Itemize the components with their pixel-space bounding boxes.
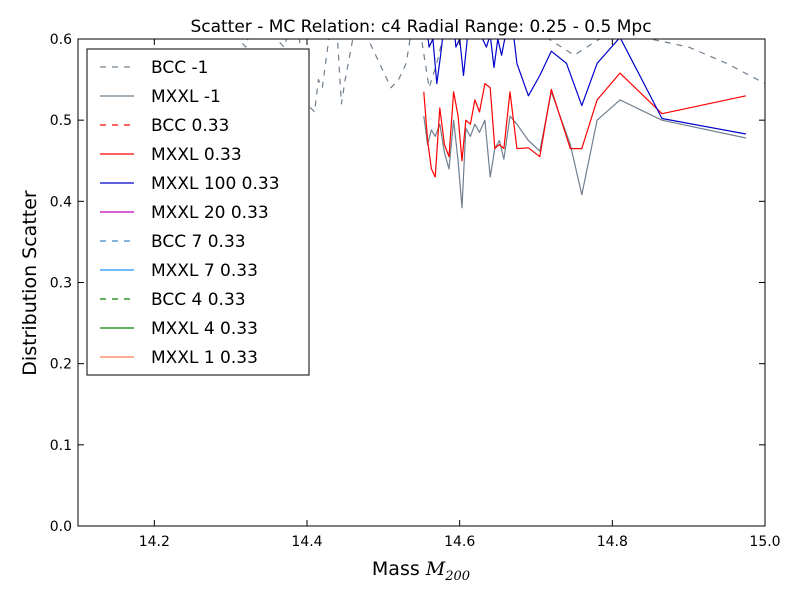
legend-label: MXXL 4 0.33 (151, 319, 258, 339)
x-tick-label: 14.2 (139, 534, 170, 550)
tick-layer: 14.2 14.4 14.6 14.8 15.0 0.0 0.1 0.2 0.3 0.4 0.5 0.… (50, 32, 781, 550)
legend-entry-mxxl-20-0-33: MXXL 20 0.33 (100, 203, 269, 223)
x-axis-title-subscript: 200 (444, 569, 470, 584)
legend-entry-mxxl-4-0-33: MXXL 4 0.33 (100, 319, 258, 339)
x-axis-title-text: Mass (372, 558, 426, 580)
series-line-mxxl-1 (423, 91, 747, 209)
legend-label: MXXL -1 (151, 87, 221, 107)
legend-entry-mxxl-1: MXXL -1 (100, 87, 221, 107)
y-tick-label: 0.0 (50, 519, 72, 535)
x-tick-label: 14.6 (444, 534, 475, 550)
legend-label: MXXL 1 0.33 (151, 348, 258, 368)
y-axis-title: Distribution Scatter (19, 190, 41, 376)
legend-entry-mxxl-0-33: MXXL 0.33 (100, 145, 242, 165)
y-tick-label: 0.2 (50, 357, 72, 373)
legend-label: MXXL 7 0.33 (151, 261, 258, 281)
legend-label: MXXL 20 0.33 (151, 203, 269, 223)
legend-label: BCC 7 0.33 (151, 232, 246, 252)
legend-entry-mxxl-1-0-33: MXXL 1 0.33 (100, 348, 258, 368)
x-tick-label: 14.8 (597, 534, 628, 550)
legend-entry-bcc-7-0-33: BCC 7 0.33 (100, 232, 246, 252)
series-line-mxxl-0-33 (423, 72, 747, 178)
series-line-bcc-1 (237, 39, 765, 113)
legend-entry-mxxl-7-0-33: MXXL 7 0.33 (100, 261, 258, 281)
x-axis-title: Mass M200 (372, 558, 470, 584)
legend-label: MXXL 0.33 (151, 145, 242, 165)
x-tick-label: 14.4 (291, 534, 322, 550)
y-tick-label: 0.3 (50, 276, 72, 292)
legend-label: BCC 0.33 (151, 116, 229, 136)
legend-entry-bcc-0-33: BCC 0.33 (100, 116, 229, 136)
legend-label: MXXL 100 0.33 (151, 174, 280, 194)
series-layer (237, 39, 765, 209)
chart-title: Scatter - MC Relation: c4 Radial Range: … (190, 17, 651, 37)
y-tick-label: 0.1 (50, 438, 72, 454)
x-tick-label: 15.0 (749, 534, 780, 550)
legend-entry-bcc-4-0-33: BCC 4 0.33 (100, 290, 246, 310)
legend-label: BCC -1 (151, 58, 208, 78)
y-tick-label: 0.6 (50, 32, 72, 48)
legend-label: BCC 4 0.33 (151, 290, 246, 310)
x-axis-title-math: M (425, 558, 446, 580)
series-line-mxxl-100-0-33 (427, 39, 747, 135)
legend: BCC -1 MXXL -1 BCC 0.33 MXXL 0.33 MXXL 100 0… (86, 48, 310, 376)
legend-entry-mxxl-100-0-33: MXXL 100 0.33 (100, 174, 280, 194)
y-tick-label: 0.5 (50, 113, 72, 129)
legend-entry-bcc-1: BCC -1 (100, 58, 208, 78)
y-tick-label: 0.4 (50, 194, 72, 210)
